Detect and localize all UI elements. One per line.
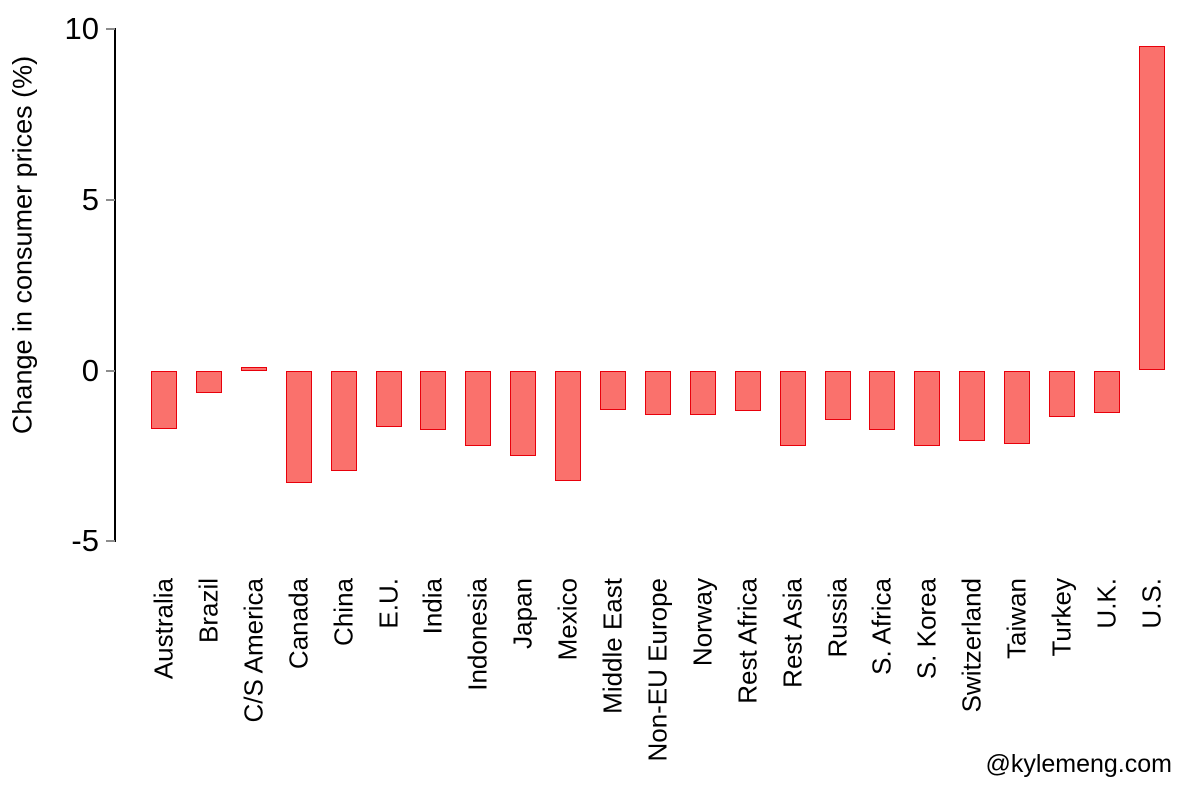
bar-u-k <box>1093 370 1120 414</box>
x-label-non-eu-europe: Non-EU Europe <box>642 578 673 762</box>
bar-s-africa <box>869 370 896 431</box>
x-axis-baseline <box>162 565 1153 568</box>
bar-australia <box>151 370 177 429</box>
bar-c-s-america <box>240 366 267 371</box>
x-label-japan: Japan <box>507 578 538 649</box>
bar-norway <box>689 370 716 415</box>
watermark: @kylemeng.com <box>985 750 1172 778</box>
y-tick <box>106 198 115 201</box>
x-label-mexico: Mexico <box>552 578 583 661</box>
y-tick-label: 10 <box>64 11 99 46</box>
bar-taiwan <box>1004 370 1031 444</box>
x-label-s-korea: S. Korea <box>911 578 942 680</box>
x-label-norway: Norway <box>687 578 718 667</box>
bar-middle-east <box>600 370 626 410</box>
y-tick-label: 5 <box>81 181 99 217</box>
bar-canada <box>285 370 312 484</box>
y-tick <box>106 369 115 372</box>
x-label-u-k: U.K. <box>1091 578 1122 629</box>
bar-switzerland <box>959 370 986 441</box>
y-tick <box>106 540 115 543</box>
bar-turkey <box>1049 370 1075 417</box>
x-label-russia: Russia <box>822 578 852 658</box>
x-label-e-u: E.U. <box>373 578 403 629</box>
y-tick-label: -5 <box>71 523 99 559</box>
bar-japan <box>510 370 537 456</box>
x-label-rest-africa: Rest Africa <box>732 578 763 704</box>
bar-s-korea <box>914 370 941 446</box>
bar-u-s <box>1138 46 1165 371</box>
bar-e-u <box>375 370 402 427</box>
x-label-switzerland: Switzerland <box>956 578 987 713</box>
bar-rest-asia <box>779 370 806 446</box>
x-label-u-s: U.S. <box>1136 578 1167 629</box>
bar-mexico <box>555 370 582 482</box>
x-label-c-s-america: C/S America <box>238 578 269 723</box>
x-label-turkey: Turkey <box>1046 578 1077 657</box>
x-label-brazil: Brazil <box>193 578 224 644</box>
bar-indonesia <box>465 370 492 446</box>
x-label-china: China <box>328 578 359 646</box>
x-label-australia: Australia <box>148 578 179 680</box>
x-label-s-africa: S. Africa <box>866 578 897 675</box>
x-label-canada: Canada <box>283 578 314 670</box>
bar-rest-africa <box>734 370 761 412</box>
x-label-indonesia: Indonesia <box>462 578 493 691</box>
bar-china <box>330 370 357 472</box>
bar-russia <box>824 370 851 421</box>
y-tick <box>106 28 115 30</box>
y-axis-line <box>114 28 116 542</box>
x-label-middle-east: Middle East <box>597 578 628 714</box>
bar-india <box>420 370 447 431</box>
x-label-india: India <box>417 578 448 635</box>
x-label-taiwan: Taiwan <box>1001 578 1032 659</box>
bar-non-eu-europe <box>644 370 671 415</box>
y-tick-label: 0 <box>81 352 99 388</box>
x-label-rest-asia: Rest Asia <box>777 578 808 688</box>
bar-brazil <box>195 370 222 393</box>
